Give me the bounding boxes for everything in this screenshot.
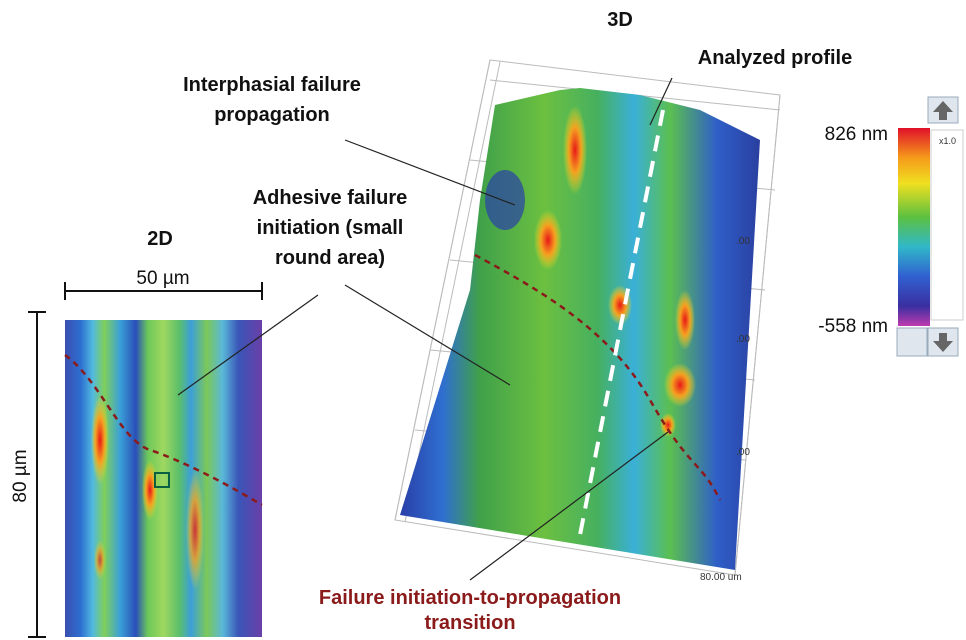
scale-ticks-panel bbox=[930, 129, 964, 321]
annotation-line: Interphasial failure bbox=[183, 74, 361, 96]
annotation-line: Failure initiation-to-propagation bbox=[319, 587, 621, 609]
surface-peaks bbox=[485, 105, 696, 437]
annotation-line: round area) bbox=[275, 247, 385, 269]
map-2d bbox=[65, 320, 262, 637]
zoom-label: x1.0 bbox=[939, 136, 956, 146]
leader-lines bbox=[177, 77, 673, 581]
scale-bars bbox=[28, 282, 263, 638]
annotation-line: Adhesive failure bbox=[253, 187, 408, 209]
annotation-line: transition bbox=[424, 612, 515, 634]
map-hotspots bbox=[91, 395, 204, 590]
height-label: 80 µm bbox=[10, 449, 31, 502]
transition-boundary-2d bbox=[64, 353, 263, 507]
axis-label: 80.00 um bbox=[700, 572, 742, 583]
max-label: 826 nm bbox=[825, 124, 888, 145]
arrow-up-icon bbox=[933, 101, 953, 120]
title-2d: 2D bbox=[147, 228, 173, 250]
axis-label: .00 bbox=[736, 334, 750, 345]
width-label: 50 µm bbox=[136, 268, 189, 289]
axis-label: .00 bbox=[736, 447, 750, 458]
analyzed-profile-line bbox=[578, 109, 665, 536]
annotation-line: initiation (small bbox=[257, 217, 404, 239]
arrow-down-icon bbox=[933, 333, 953, 352]
axis-label: .00 bbox=[736, 236, 750, 247]
title-3d: 3D bbox=[607, 9, 633, 31]
annotation-line: propagation bbox=[214, 104, 330, 126]
profile-label: Analyzed profile bbox=[698, 47, 852, 69]
reset-button[interactable] bbox=[896, 327, 928, 357]
min-label: -558 nm bbox=[818, 316, 888, 337]
round-area-marker bbox=[154, 472, 170, 488]
color-bar bbox=[898, 128, 930, 326]
